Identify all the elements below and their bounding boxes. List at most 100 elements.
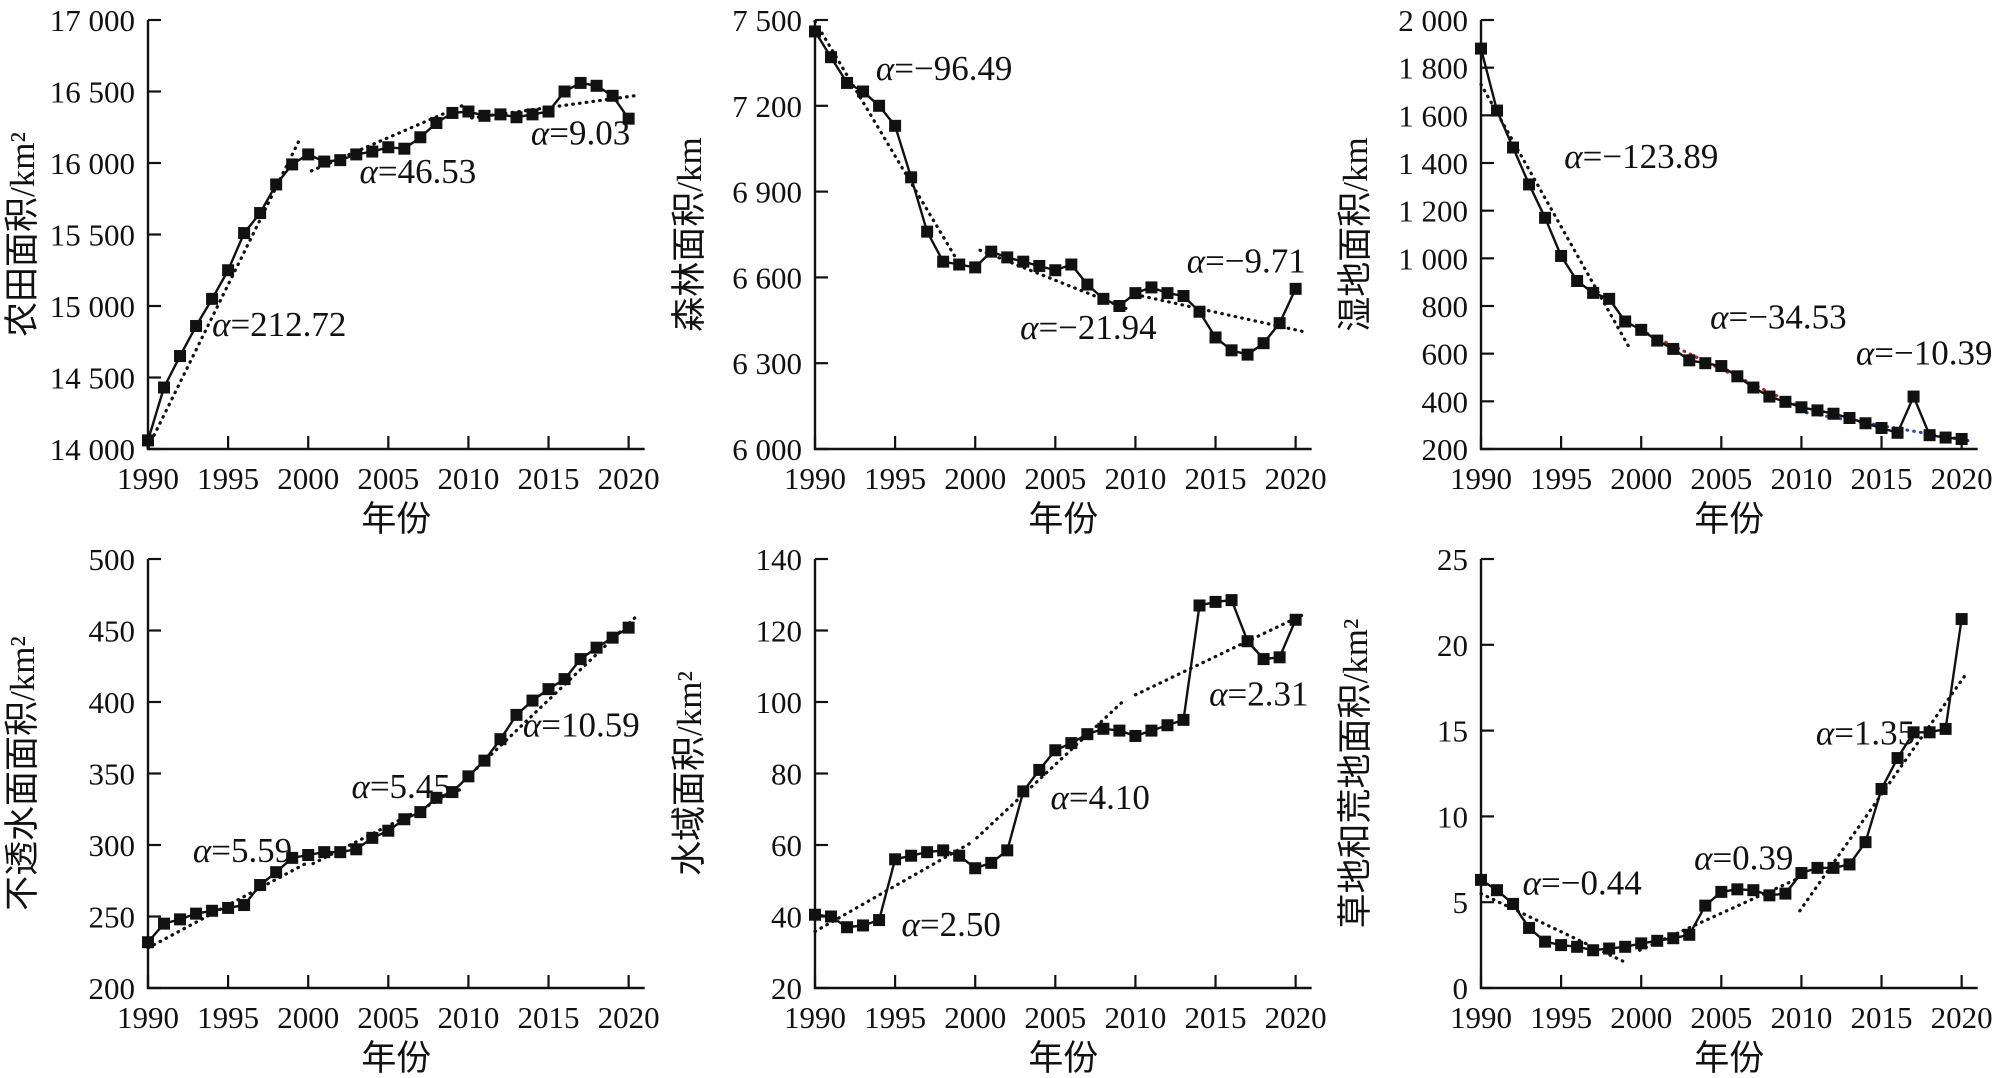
data-point	[446, 786, 459, 799]
data-point	[1129, 287, 1142, 300]
data-point	[1683, 354, 1696, 367]
data-point	[888, 853, 901, 866]
data-point	[462, 770, 475, 783]
data-point	[824, 910, 837, 923]
data-point	[462, 105, 475, 118]
data-point	[478, 109, 491, 122]
data-point	[526, 108, 539, 121]
trend-line	[974, 698, 1126, 840]
data-point	[350, 843, 363, 856]
data-point	[1923, 726, 1936, 739]
y-tick-label: 6 900	[732, 175, 802, 210]
data-point	[1763, 889, 1776, 902]
data-point	[1571, 274, 1584, 287]
data-point	[1875, 422, 1888, 435]
data-point	[1289, 282, 1302, 295]
data-point	[1273, 317, 1286, 330]
data-point	[1651, 934, 1664, 947]
y-axis-title: 水域面积/km²	[670, 671, 709, 876]
x-tick-label: 2005	[1691, 1000, 1753, 1035]
alpha-annotation: α=10.59	[523, 705, 640, 744]
chart-svg: 200 400 600 800 1 000 1 200 1 400 1 600 1 800 2 0…	[1336, 3, 1993, 539]
data-point	[206, 292, 219, 305]
x-tick-label: 2015	[518, 1000, 580, 1035]
alpha-annotation: α=−9.71	[1186, 241, 1305, 280]
y-axis-title: 湿地面积/km	[1336, 137, 1375, 331]
y-tick-label: 10	[1437, 799, 1468, 834]
data-point	[222, 264, 235, 277]
data-point	[1081, 278, 1094, 291]
x-tick-label: 1990	[1450, 1000, 1512, 1035]
axes	[813, 559, 1312, 990]
alpha-annotation: α=−34.53	[1710, 298, 1847, 337]
data-point	[1064, 258, 1077, 271]
data-point	[936, 844, 949, 857]
alpha-annotation: α=−10.39	[1856, 333, 1993, 372]
data-point	[1603, 292, 1616, 305]
data-point	[510, 111, 523, 124]
data-point	[1907, 390, 1920, 403]
x-tick-label: 2020	[1264, 461, 1326, 496]
chart-wetland-area: 200 400 600 800 1 000 1 200 1 400 1 600 1 800 2 0…	[1333, 0, 2000, 539]
y-tick-label: 600	[1422, 337, 1468, 372]
x-tick-label: 2000	[277, 461, 339, 496]
data-point	[1779, 887, 1792, 900]
x-tick-label: 2010	[1771, 1000, 1833, 1035]
data-point	[1016, 255, 1029, 268]
alpha-annotation: α=2.50	[901, 905, 1000, 944]
data-point	[1097, 292, 1110, 305]
data-point	[254, 879, 267, 892]
data-point	[968, 862, 981, 875]
x-tick-label: 2020	[1931, 461, 1993, 496]
data-point	[1843, 412, 1856, 425]
x-axis-title: 年份	[361, 500, 431, 539]
data-point	[904, 849, 917, 862]
data-point	[158, 917, 171, 930]
data-point	[1032, 259, 1045, 272]
x-tick-label: 1995	[197, 461, 259, 496]
data-point	[856, 919, 869, 932]
alpha-annotation: α=1.35	[1816, 713, 1915, 752]
axes	[1480, 559, 1978, 990]
data-point	[1683, 928, 1696, 941]
data-point	[1587, 286, 1600, 299]
data-point	[494, 733, 507, 746]
chart-farmland-area: 14 000 14 500 15 000 15 500 16 000 16 500 17 0…	[0, 0, 667, 539]
data-point	[1923, 429, 1936, 442]
data-point	[1939, 722, 1952, 735]
data-point	[1875, 782, 1888, 795]
data-point	[174, 913, 187, 926]
data-point	[430, 116, 443, 129]
data-point	[190, 320, 203, 333]
y-tick-label: 120	[755, 614, 801, 649]
x-tick-label: 1990	[1450, 461, 1512, 496]
data-point	[1827, 407, 1840, 420]
x-tick-label: 2010	[1771, 461, 1833, 496]
x-tick-label: 1995	[864, 461, 926, 496]
data-point	[574, 76, 587, 89]
data-point	[856, 85, 869, 98]
x-tick-label: 2010	[437, 1000, 499, 1035]
trend-line	[813, 19, 966, 274]
data-point	[1209, 595, 1222, 608]
data-point	[510, 708, 523, 721]
data-point	[1081, 728, 1094, 741]
data-point	[1257, 653, 1270, 666]
chart-svg: 20 40 60 80 100 120 140 1990 1995 2000 2005 2010 201…	[670, 542, 1327, 1078]
data-point	[872, 914, 885, 927]
data-point	[1731, 370, 1744, 383]
data-point	[1667, 932, 1680, 945]
data-point	[824, 51, 837, 64]
data-point	[1603, 942, 1616, 955]
y-tick-label: 5	[1453, 885, 1469, 920]
y-tick-label: 15 500	[50, 218, 135, 253]
axes	[1480, 20, 1978, 451]
x-tick-label: 1990	[117, 1000, 179, 1035]
data-point	[318, 155, 331, 168]
x-tick-label: 2000	[277, 1000, 339, 1035]
data-point	[1097, 722, 1110, 735]
data-point	[1539, 935, 1552, 948]
x-axis-title: 年份	[1695, 1039, 1765, 1078]
data-point	[1113, 724, 1126, 737]
data-point	[1843, 858, 1856, 871]
